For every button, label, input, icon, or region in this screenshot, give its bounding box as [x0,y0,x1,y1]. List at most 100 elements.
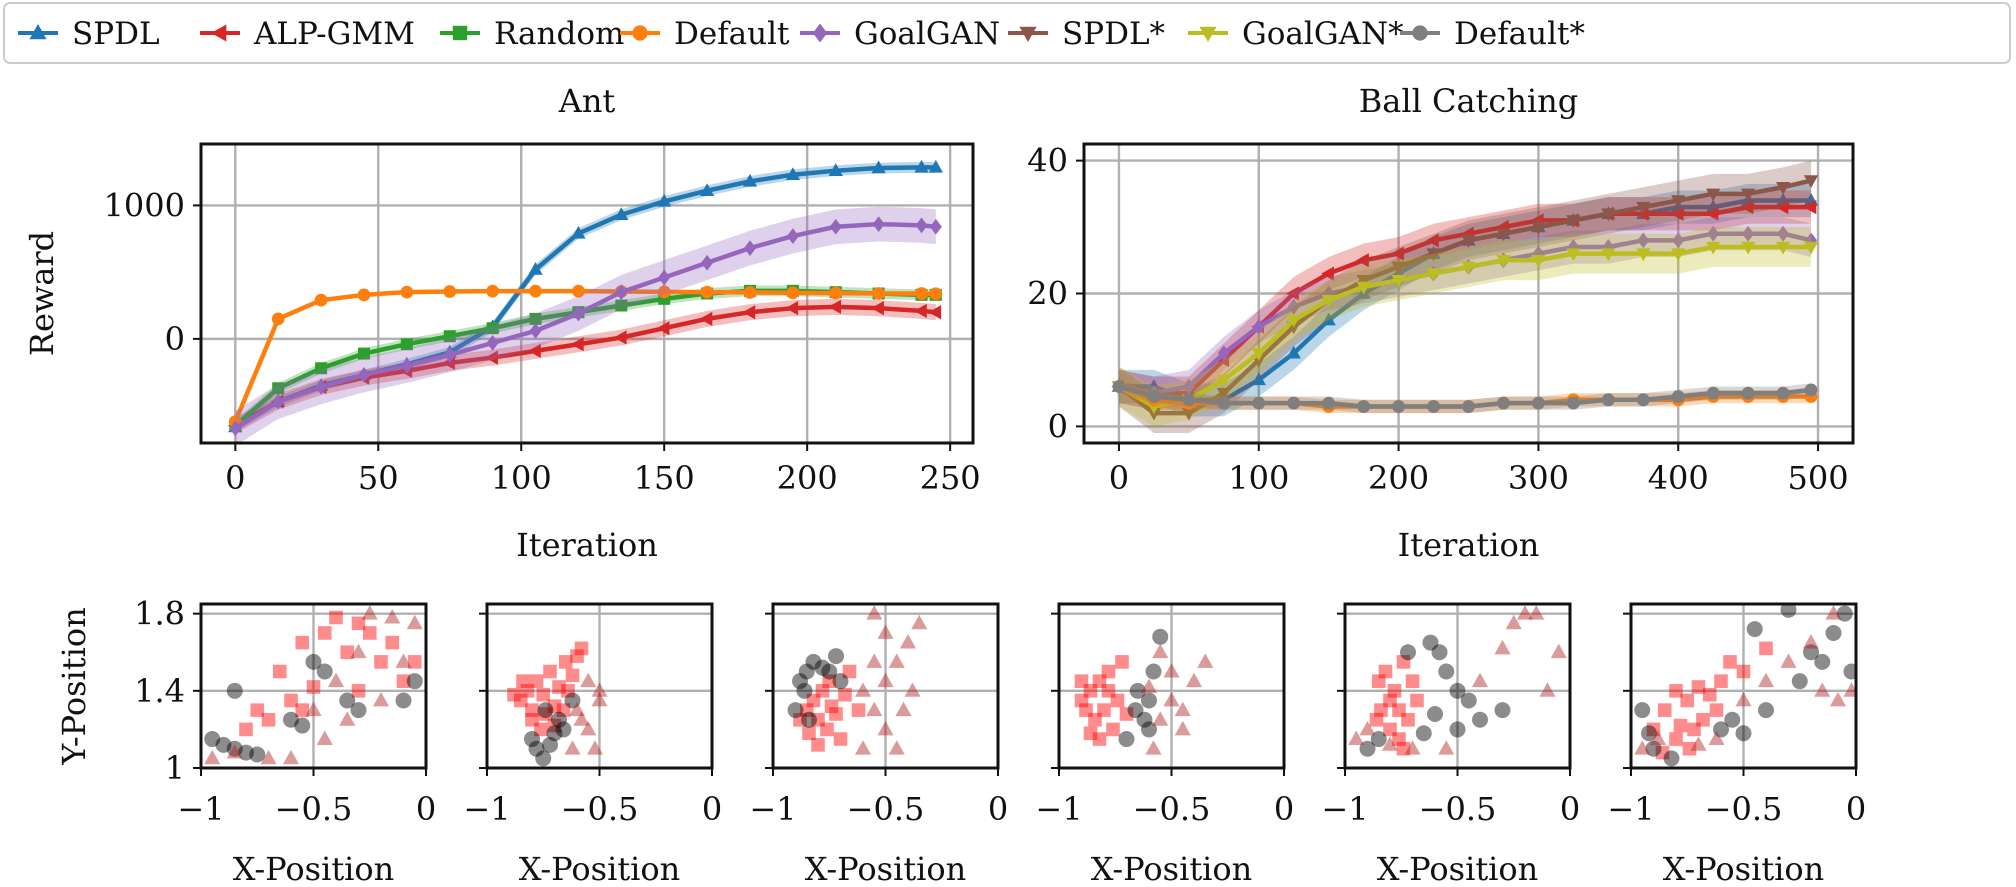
scatter-point [1129,682,1146,699]
data-point [1803,175,1819,189]
scatter-point [1197,653,1214,668]
scatter-point [1494,639,1511,655]
scatter-point [1682,741,1697,756]
scatter-point [1127,702,1144,719]
scatter-point [551,711,567,728]
data-point [1461,235,1476,248]
scatter-point [250,703,265,717]
tick-label-y: 40 [1027,142,1068,180]
tick-label-x: 0 [988,790,1008,828]
scatter-panel: −1 −0.5 0 1 1.4 1.8 X-Position Y-Position [55,595,436,887]
data-point [872,287,886,300]
scatter-point [1079,703,1093,717]
x-axis-label: X-Position [1091,850,1253,887]
data-point [1427,400,1440,413]
data-point [572,284,585,298]
scatter-point [546,725,563,742]
scatter-point [1422,634,1439,651]
scatter-point [1359,740,1376,757]
scatter-point [1696,712,1710,727]
scatter-point [1152,711,1169,726]
scatter-point [814,659,831,676]
scatter-point [1438,740,1455,755]
data-point [528,343,541,359]
scatter-point [305,653,322,670]
scatter-points [1074,628,1214,755]
scatter-point [1152,643,1169,659]
series-line [234,221,937,431]
data-point [699,311,713,326]
axes-frame [771,602,1000,770]
scatter-point [339,692,356,709]
scatter-point [1673,718,1688,733]
scatter-points [204,605,423,765]
data-point [1566,215,1581,228]
legend-label: Default [674,16,790,52]
scatter-point [895,701,912,717]
scatter-point [792,673,808,690]
data-point [443,347,456,363]
tick-label-x: 300 [1508,459,1569,497]
scatter-point [805,653,822,670]
tick-label-x: −0.5 [275,790,353,828]
scatter-point [272,664,287,679]
scatter-point [1814,682,1831,697]
scatter-point [1709,703,1724,717]
data-point [1251,348,1266,361]
data-point [1391,274,1406,288]
scatter-point [851,703,866,717]
data-point [1357,400,1371,413]
scatter-point [238,744,254,761]
legend-marker [1412,25,1428,41]
scatter-point [362,626,377,640]
scatter-point [1185,672,1203,688]
line-panel: 0 100 200 300 400 500 0 20 40 Ball Catching Iterat… [1027,82,1855,564]
scatter-point [351,684,366,698]
legend-marker [452,25,468,41]
scatter-point [537,702,554,719]
scatter-point [1780,604,1797,618]
data-point [872,216,885,232]
scatter-point [351,616,366,631]
data-point [1217,345,1230,362]
legend-entry: SPDL* [1008,16,1165,52]
scatter-point [384,609,401,624]
scatter-point [1687,722,1701,737]
data-point [571,225,586,239]
scatter-points [787,605,928,755]
data-point [700,285,714,299]
scatter-point [568,701,586,717]
data-point [1252,396,1266,410]
scatter-panel: −1 −0.5 0 X-Position [463,602,722,887]
tick-label-x: 400 [1648,459,1709,497]
data-point [829,286,843,300]
scatter-point [1431,644,1448,661]
scatter-point [801,711,817,728]
scatter-point [899,634,917,649]
scatter-point [525,703,539,717]
data-point [1672,232,1685,249]
legend-marker [1199,26,1217,42]
scatter-point [1370,731,1387,748]
scatter-point [372,691,390,707]
scatter-point [877,624,894,639]
scatter-point [556,703,571,717]
series-group [227,159,943,443]
scatter-point [1092,732,1107,746]
scatter-point [1359,720,1376,736]
scatter-point [866,653,883,668]
data-point [1707,225,1720,242]
scatter-point [316,730,333,746]
axes-frame [1057,602,1286,770]
scatter-point [828,648,844,665]
scatter-point [1460,692,1477,709]
data-point [615,284,628,301]
scatter-points [507,641,608,767]
data-point [786,286,800,300]
scatter-point [1101,664,1116,679]
data-point [1741,241,1756,255]
data-point [1636,248,1651,262]
data-point [1216,387,1231,401]
data-point [1637,232,1650,249]
